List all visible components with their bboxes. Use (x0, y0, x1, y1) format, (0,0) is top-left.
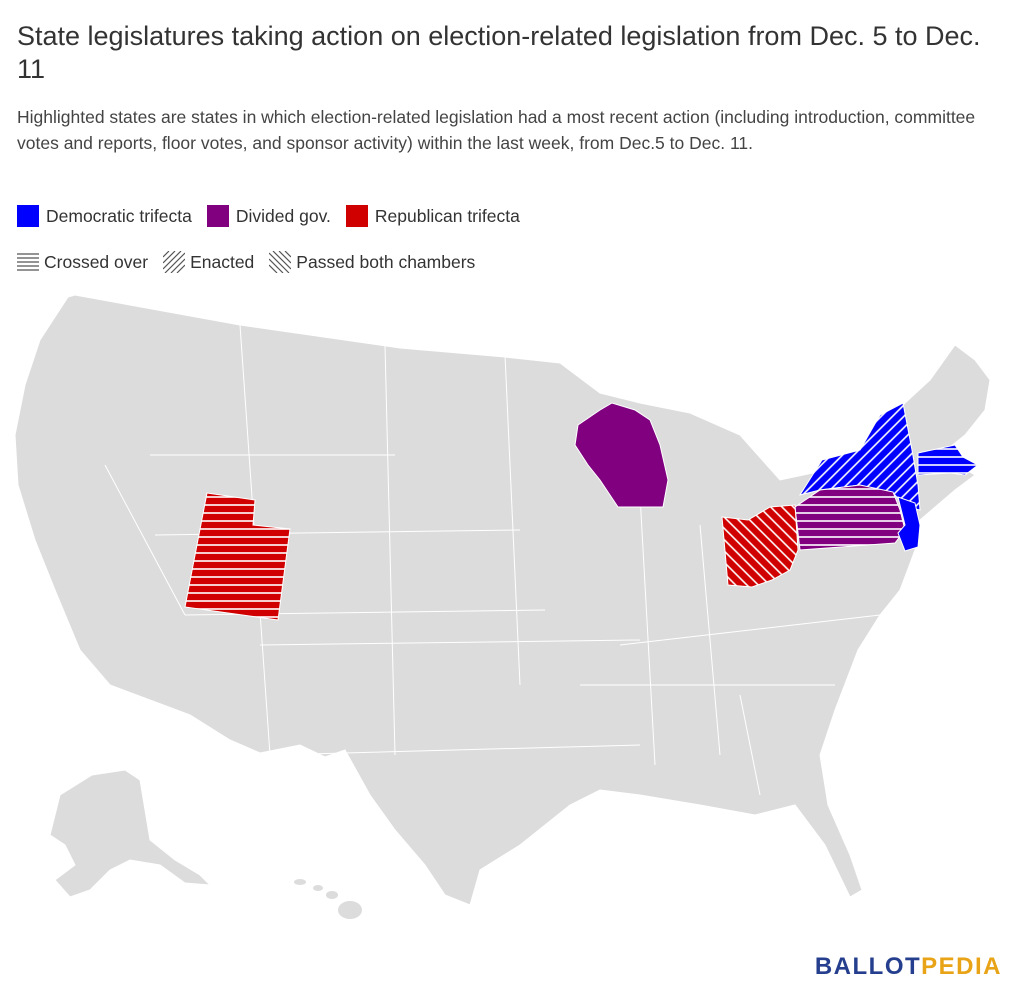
state-utah[interactable] (184, 492, 291, 621)
legend-label-democratic: Democratic trifecta (46, 205, 192, 226)
legend-label-passed-both: Passed both chambers (296, 251, 476, 272)
legend-label-crossed-over: Crossed over (44, 251, 149, 272)
democratic-swatch (17, 205, 39, 227)
contiguous-us (14, 294, 991, 906)
ballotpedia-logo: BALLOTPEDIA (814, 953, 1002, 980)
state-alaska (49, 769, 212, 898)
legend-item-crossed-over[interactable]: Crossed over (17, 251, 148, 273)
pattern-legend: Crossed over Enacted Passed both chamber… (17, 251, 490, 273)
color-legend: Democratic trifecta Divided gov. Republi… (17, 205, 535, 227)
legend-item-republican[interactable]: Republican trifecta (345, 205, 520, 227)
legend-item-enacted[interactable]: Enacted (163, 251, 254, 273)
legend-item-divided[interactable]: Divided gov. (206, 205, 331, 227)
legend-item-passed-both[interactable]: Passed both chambers (269, 251, 475, 273)
legend-label-republican: Republican trifecta (374, 205, 520, 226)
divided-swatch (206, 205, 229, 227)
legend-label-enacted: Enacted (190, 251, 255, 272)
backward-diagonal-icon (269, 251, 292, 273)
page-title: State legislatures taking action on elec… (17, 21, 981, 84)
state-new-york[interactable] (798, 402, 921, 511)
page-subtitle: Highlighted states are states in which e… (17, 107, 976, 153)
horizontal-lines-icon (17, 253, 39, 271)
state-massachusetts[interactable] (917, 444, 979, 476)
state-new-jersey[interactable] (897, 496, 921, 552)
legend-label-divided: Divided gov. (235, 205, 331, 226)
us-map (14, 294, 991, 919)
forward-diagonal-icon (163, 251, 186, 273)
legend-item-democratic[interactable]: Democratic trifecta (17, 205, 192, 227)
state-wisconsin[interactable] (574, 402, 669, 508)
state-ohio[interactable] (721, 504, 799, 588)
state-pennsylvania[interactable] (794, 484, 906, 551)
state-hawaii (294, 879, 362, 919)
republican-swatch (345, 205, 368, 227)
